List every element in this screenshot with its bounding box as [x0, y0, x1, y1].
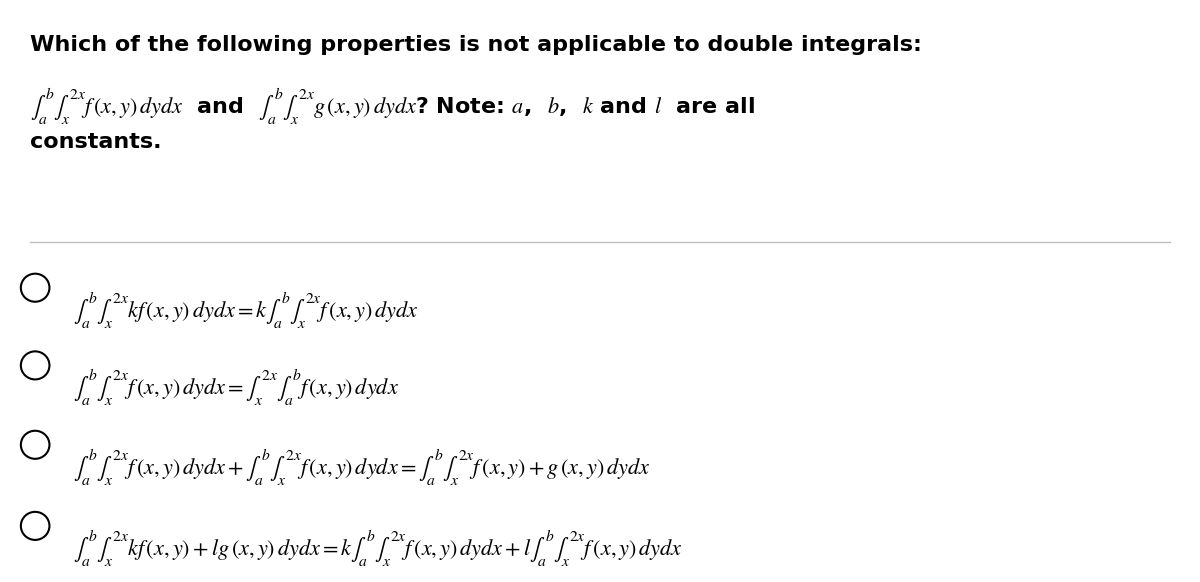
Text: Which of the following properties is not applicable to double integrals:: Which of the following properties is not… [30, 36, 923, 55]
Text: $\int_a^b \int_x^{2x} kf\,(x, y) + lg\,(x, y)\, dydx = k\int_a^b \int_x^{2x} f\,: $\int_a^b \int_x^{2x} kf\,(x, y) + lg\,(… [73, 528, 683, 569]
Text: $\int_a^b \int_x^{2x} f\,(x, y)\, dydx + \int_a^b \int_x^{2x} f\,(x, y)\, dydx =: $\int_a^b \int_x^{2x} f\,(x, y)\, dydx +… [73, 448, 650, 488]
Text: constants.: constants. [30, 132, 162, 152]
Text: $\int_a^b \int_x^{2x} f\,(x, y)\, dydx$  and  $\int_a^b \int_x^{2x} g\,(x, y)\, : $\int_a^b \int_x^{2x} f\,(x, y)\, dydx$ … [30, 86, 756, 127]
Text: $\int_a^b \int_x^{2x} kf\,(x, y)\, dydx = k\int_a^b \int_x^{2x} f\,(x, y)\, dydx: $\int_a^b \int_x^{2x} kf\,(x, y)\, dydx … [73, 290, 419, 331]
Text: $\int_a^b \int_x^{2x} f\,(x, y)\, dydx = \int_x^{2x} \int_a^b f\,(x, y)\, dydx$: $\int_a^b \int_x^{2x} f\,(x, y)\, dydx =… [73, 368, 400, 409]
